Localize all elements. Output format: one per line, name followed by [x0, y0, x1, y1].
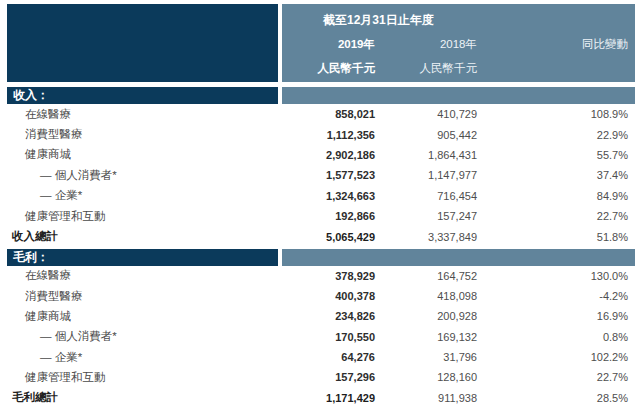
row-label: 在線醫療	[7, 268, 280, 283]
value-2018: 905,442	[375, 129, 477, 141]
row-label: 健康商城	[7, 147, 280, 162]
value-2019: 1,324,663	[280, 190, 375, 202]
value-2018: 418,098	[375, 290, 477, 302]
section-title-revenue: 收入：	[7, 87, 278, 104]
value-2019: 1,171,429	[280, 392, 375, 404]
table-subrow: — 個人消費者* 1,577,523 1,147,977 37.4%	[7, 165, 635, 185]
row-label: 消費型醫療	[7, 127, 280, 142]
value-change: 108.9%	[477, 108, 635, 120]
section-title-gross-profit: 毛利：	[7, 249, 278, 266]
value-2019: 170,550	[280, 331, 375, 343]
value-change: -4.2%	[477, 290, 635, 302]
value-change: 130.0%	[477, 270, 635, 282]
value-2018: 3,337,849	[375, 231, 477, 243]
value-change: 22.7%	[477, 210, 635, 222]
table-row: 健康管理和互動 192,866 157,247 22.7%	[7, 206, 635, 226]
value-2018: 31,796	[375, 351, 477, 363]
value-2018: 1,864,431	[375, 149, 477, 161]
unit-label-2018: 人民幣千元	[375, 56, 477, 80]
value-2018: 157,247	[375, 210, 477, 222]
col-header-2019: 2019年	[282, 32, 375, 56]
value-2019: 192,866	[280, 210, 375, 222]
header-columns-block: 截至12月31日止年度 2019年 2018年 同比變動 人民幣千元 人民幣千元	[282, 4, 635, 82]
table-row: 消費型醫療 400,378 418,098 -4.2%	[7, 286, 635, 306]
table-row: 在線醫療 378,929 164,752 130.0%	[7, 266, 635, 286]
table-row: 健康管理和互動 157,296 128,160 22.7%	[7, 367, 635, 387]
row-label: 收入總計	[7, 229, 280, 244]
table-row: 消費型醫療 1,112,356 905,442 22.9%	[7, 124, 635, 144]
value-change: 22.9%	[477, 129, 635, 141]
value-2018: 169,132	[375, 331, 477, 343]
table-subrow: — 企業* 1,324,663 716,454 84.9%	[7, 186, 635, 206]
col-header-change: 同比變動	[477, 32, 635, 56]
row-label: 健康商城	[7, 309, 280, 324]
table-row: 健康商城 2,902,186 1,864,431 55.7%	[7, 145, 635, 165]
year-header-row: 2019年 2018年 同比變動	[282, 32, 635, 56]
value-2018: 911,938	[375, 392, 477, 404]
section-band-gross-profit: 毛利：	[7, 249, 635, 266]
table-subrow: — 企業* 64,276 31,796 102.2%	[7, 347, 635, 367]
value-change: 0.8%	[477, 331, 635, 343]
unit-label-2019: 人民幣千元	[282, 56, 375, 80]
section-band-revenue: 收入：	[7, 87, 635, 104]
value-2019: 157,296	[280, 371, 375, 383]
value-2019: 378,929	[280, 270, 375, 282]
financial-report-table: 截至12月31日止年度 2019年 2018年 同比變動 人民幣千元 人民幣千元…	[0, 0, 641, 407]
period-title: 截至12月31日止年度	[282, 8, 635, 32]
revenue-rows: 在線醫療 858,021 410,729 108.9% 消費型醫療 1,112,…	[7, 104, 635, 247]
value-2019: 2,902,186	[280, 149, 375, 161]
value-2019: 234,826	[280, 310, 375, 322]
value-change: 28.5%	[477, 392, 635, 404]
table-row: 健康商城 234,826 200,928 16.9%	[7, 306, 635, 326]
table-header: 截至12月31日止年度 2019年 2018年 同比變動 人民幣千元 人民幣千元	[7, 4, 635, 82]
value-2019: 1,577,523	[280, 169, 375, 181]
value-2019: 400,378	[280, 290, 375, 302]
col-header-2018: 2018年	[375, 32, 477, 56]
row-label: — 企業*	[7, 188, 280, 203]
table-row: 在線醫療 858,021 410,729 108.9%	[7, 104, 635, 124]
row-label: 消費型醫療	[7, 289, 280, 304]
value-2019: 64,276	[280, 351, 375, 363]
gross-profit-total-row: 毛利總計 1,171,429 911,938 28.5%	[7, 388, 635, 407]
row-label: 毛利總計	[7, 390, 280, 405]
unit-header-row: 人民幣千元 人民幣千元	[282, 56, 635, 80]
value-2019: 1,112,356	[280, 129, 375, 141]
revenue-total-row: 收入總計 5,065,429 3,337,849 51.8%	[7, 226, 635, 246]
row-label: 健康管理和互動	[7, 209, 280, 224]
value-change: 102.2%	[477, 351, 635, 363]
value-2018: 200,928	[375, 310, 477, 322]
value-2019: 5,065,429	[280, 231, 375, 243]
row-label: 健康管理和互動	[7, 370, 280, 385]
value-change: 16.9%	[477, 310, 635, 322]
value-change: 51.8%	[477, 231, 635, 243]
unit-label-change-empty	[477, 56, 635, 80]
section-band-gross-profit-right	[282, 249, 635, 266]
row-label: 在線醫療	[7, 107, 280, 122]
row-label: — 企業*	[7, 350, 280, 365]
value-2018: 164,752	[375, 270, 477, 282]
value-2018: 410,729	[375, 108, 477, 120]
row-label: — 個人消費者*	[7, 168, 280, 183]
table-subrow: — 個人消費者* 170,550 169,132 0.8%	[7, 327, 635, 347]
section-band-revenue-right	[282, 87, 635, 104]
value-2019: 858,021	[280, 108, 375, 120]
value-2018: 1,147,977	[375, 169, 477, 181]
header-left-spacer	[7, 4, 278, 82]
value-change: 84.9%	[477, 190, 635, 202]
value-2018: 716,454	[375, 190, 477, 202]
row-label: — 個人消費者*	[7, 329, 280, 344]
gross-profit-rows: 在線醫療 378,929 164,752 130.0% 消費型醫療 400,37…	[7, 266, 635, 407]
value-2018: 128,160	[375, 371, 477, 383]
value-change: 37.4%	[477, 169, 635, 181]
value-change: 22.7%	[477, 371, 635, 383]
value-change: 55.7%	[477, 149, 635, 161]
